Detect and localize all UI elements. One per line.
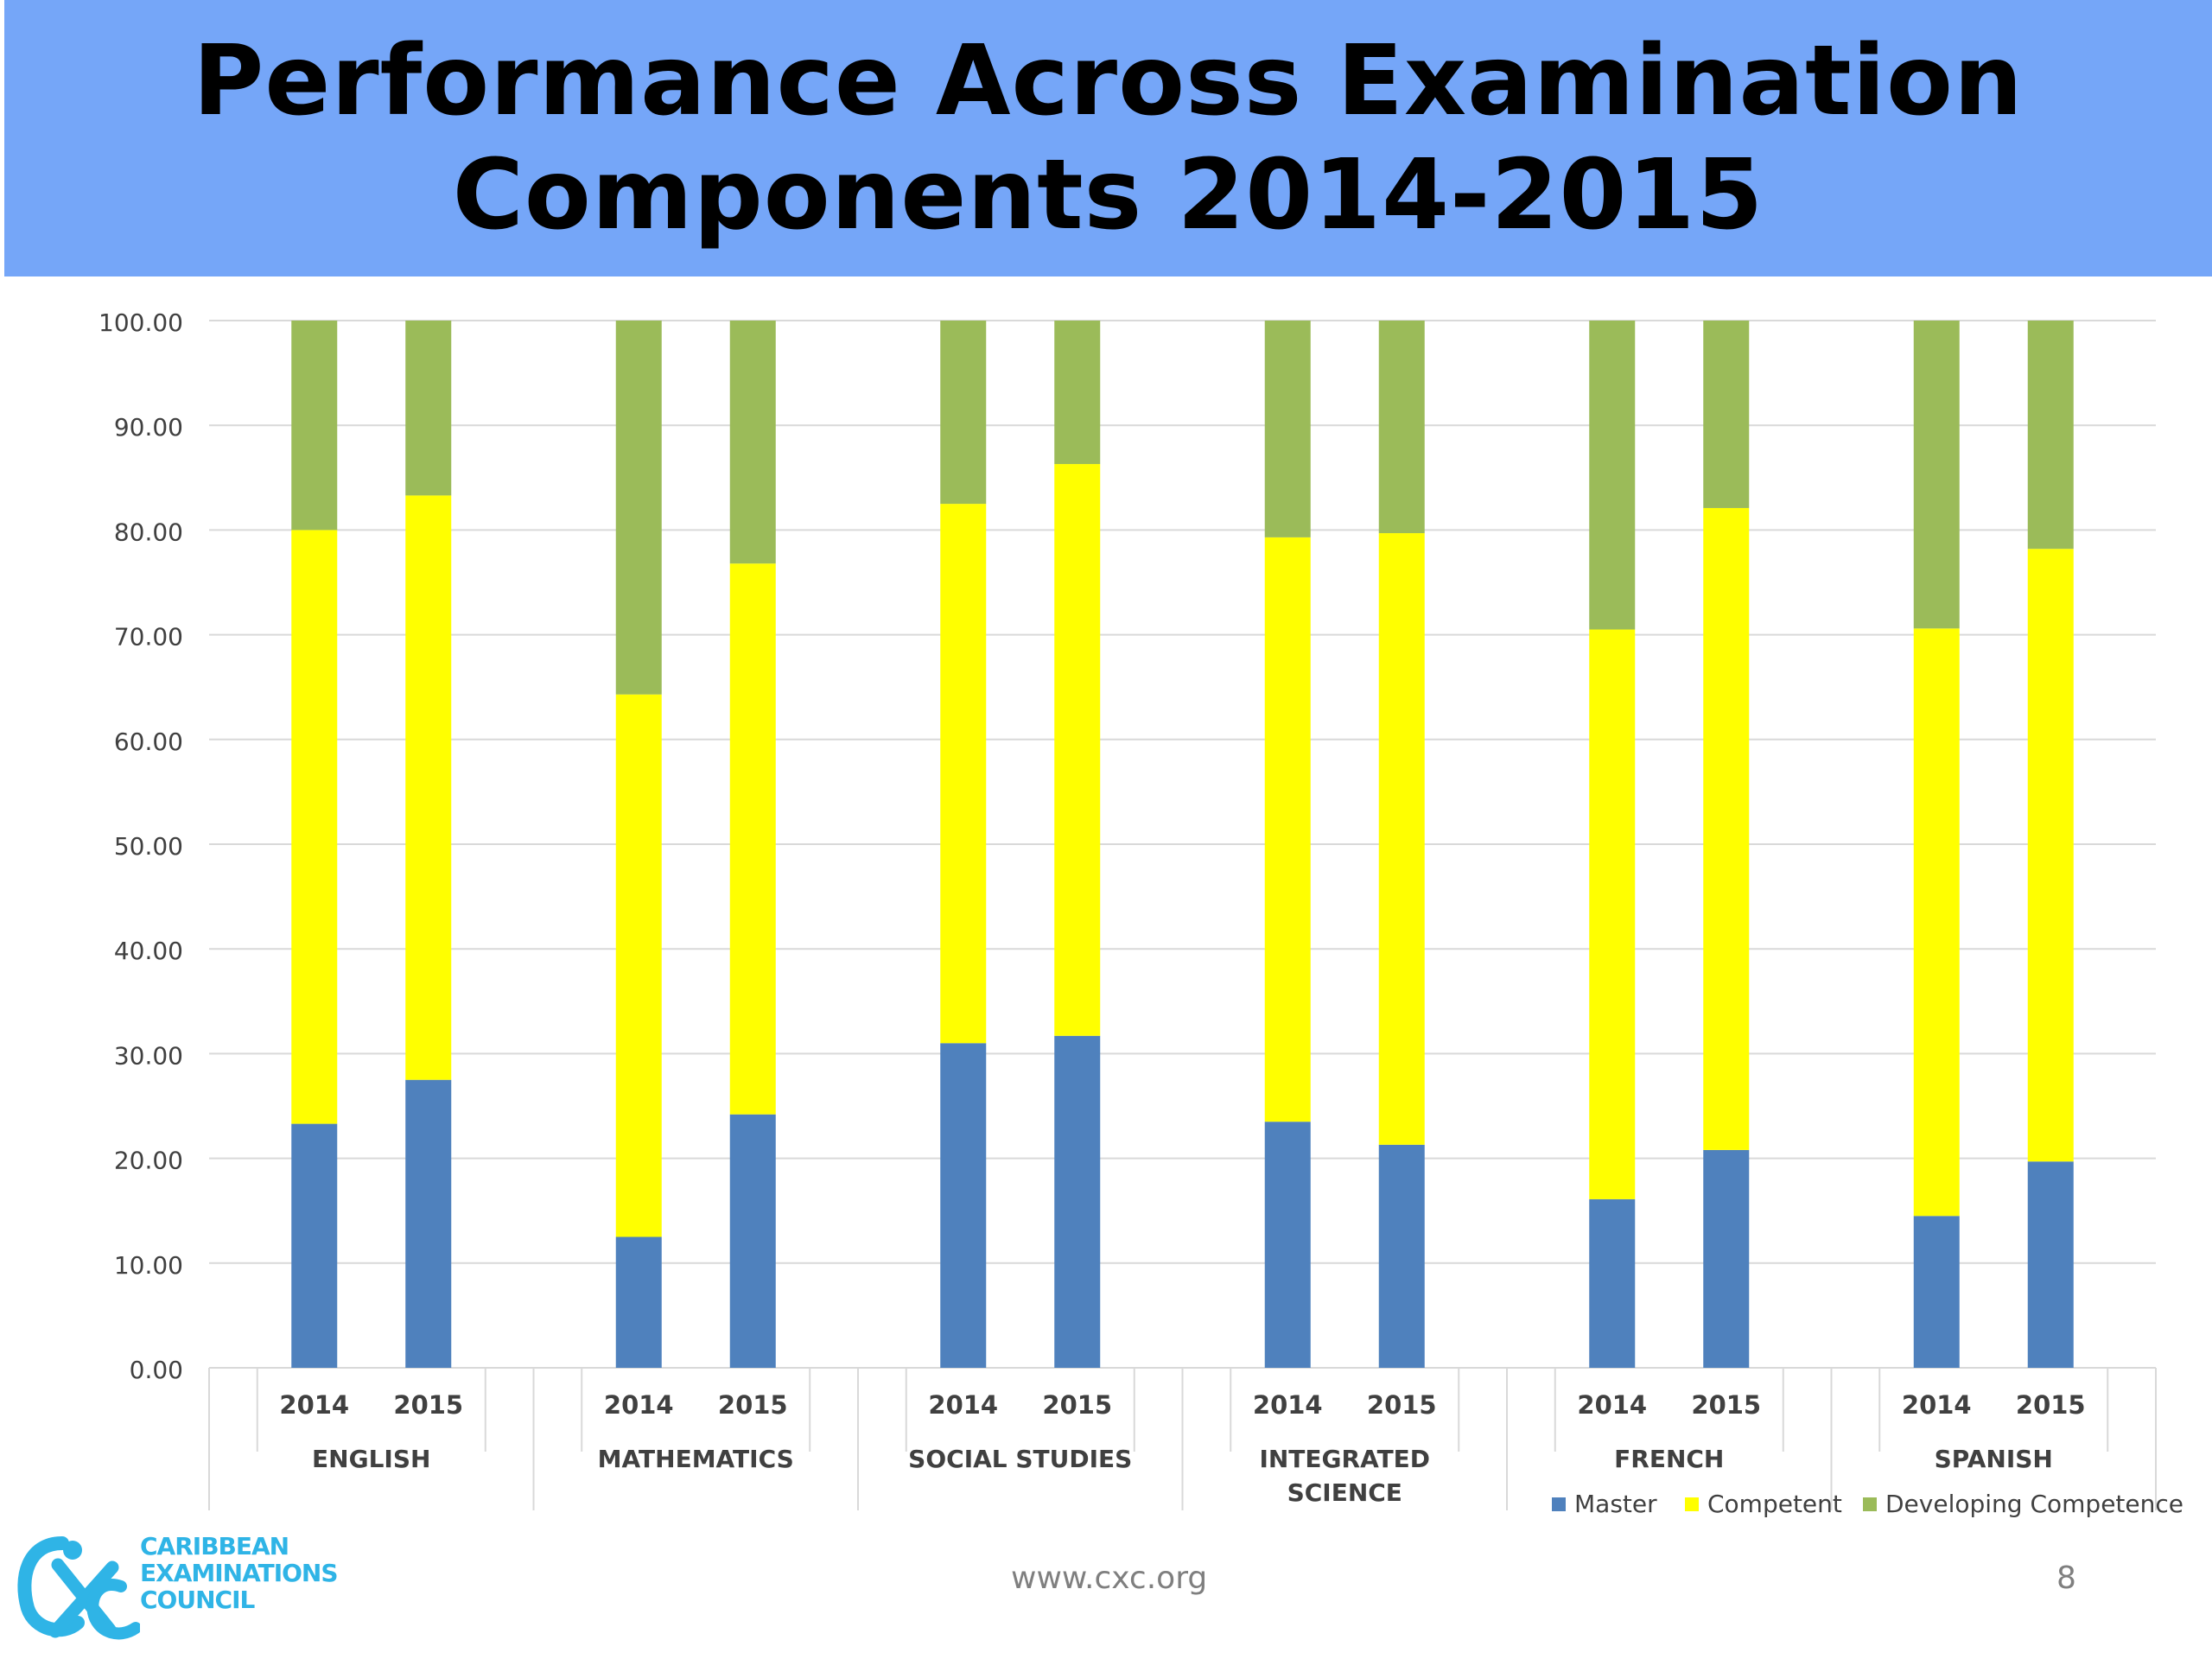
bar-segment: [291, 530, 338, 1124]
bar-segment: [1589, 321, 1636, 630]
y-tick-label: 90.00: [114, 413, 183, 442]
legend-label: Master: [1574, 1490, 1657, 1518]
category-label: INTEGRATED: [1259, 1445, 1430, 1473]
bar-segment: [1264, 321, 1311, 537]
year-tick-label: 2014: [604, 1390, 674, 1420]
bar-segment: [615, 694, 662, 1237]
slide-title-line-2: Components 2014-2015: [452, 139, 1764, 251]
logo-line-3: COUNCIL: [140, 1586, 255, 1614]
y-tick-label: 10.00: [114, 1251, 183, 1280]
y-tick-label: 100.00: [99, 308, 183, 337]
y-tick-label: 70.00: [114, 623, 183, 652]
year-tick-label: 2015: [393, 1390, 463, 1420]
bar-segment: [729, 1114, 776, 1368]
bar-segment: [729, 321, 776, 564]
year-tick-label: 2015: [1691, 1390, 1761, 1420]
legend-swatch: [1552, 1497, 1566, 1511]
bar-segment: [1703, 321, 1750, 508]
y-tick-label: 80.00: [114, 518, 183, 546]
bar-segment: [1264, 1122, 1311, 1368]
year-tick-label: 2014: [1253, 1390, 1323, 1420]
footer-url: www.cxc.org: [1011, 1560, 1208, 1596]
category-label: ENGLISH: [312, 1445, 430, 1473]
year-tick-label: 2014: [279, 1390, 349, 1420]
category-label: FRENCH: [1614, 1445, 1724, 1473]
cxc-emblem-icon: [17, 1536, 142, 1640]
bar-segment: [405, 321, 452, 496]
category-label: SOCIAL STUDIES: [908, 1445, 1132, 1473]
y-tick-label: 60.00: [114, 728, 183, 756]
bar-segment: [1913, 1216, 1960, 1368]
bar-segment: [1054, 464, 1101, 1036]
cxc-logo: CARIBBEAN EXAMINATIONS COUNCIL: [10, 1526, 339, 1647]
legend-swatch: [1685, 1497, 1699, 1511]
bar-segment: [615, 1236, 662, 1368]
bar-segment: [1054, 321, 1101, 465]
bar-segment: [1703, 1149, 1750, 1368]
y-tick-label: 20.00: [114, 1147, 183, 1175]
bar-segment: [1054, 1035, 1101, 1368]
bar-segment: [1264, 537, 1311, 1122]
year-tick-label: 2015: [2016, 1390, 2086, 1420]
y-tick-label: 0.00: [130, 1356, 183, 1384]
y-tick-label: 30.00: [114, 1041, 183, 1070]
legend-label: Competent: [1707, 1490, 1842, 1518]
bar-segment: [2027, 321, 2074, 550]
bar-segment: [2027, 1161, 2074, 1368]
bar-segment: [1589, 629, 1636, 1199]
bar-segment: [1378, 533, 1425, 1145]
bar-segment: [405, 1079, 452, 1368]
bar-segment: [615, 321, 662, 695]
y-tick-label: 50.00: [114, 832, 183, 861]
year-tick-label: 2014: [1902, 1390, 1972, 1420]
bar-segment: [1378, 321, 1425, 534]
bar-segment: [1913, 628, 1960, 1217]
category-label: SCIENCE: [1287, 1478, 1402, 1507]
bar-segment: [729, 563, 776, 1115]
bar-segment: [1913, 321, 1960, 629]
bar-segment: [291, 1123, 338, 1368]
legend-label: Developing Competence: [1885, 1490, 2183, 1518]
year-tick-label: 2015: [1042, 1390, 1112, 1420]
year-tick-label: 2015: [718, 1390, 788, 1420]
logo-wordmark: CARIBBEAN EXAMINATIONS COUNCIL: [140, 1532, 339, 1614]
bar-segment: [1703, 507, 1750, 1150]
category-label: SPANISH: [1935, 1445, 2053, 1473]
bar-segment: [291, 321, 338, 531]
bar-segment: [940, 1043, 987, 1368]
year-tick-label: 2014: [928, 1390, 998, 1420]
y-tick-label: 40.00: [114, 937, 183, 965]
bar-segment: [940, 504, 987, 1044]
legend-swatch: [1863, 1497, 1877, 1511]
title-band: Performance Across Examination Component…: [4, 0, 2212, 276]
logo-line-2: EXAMINATIONS: [140, 1559, 339, 1587]
year-tick-label: 2014: [1577, 1390, 1647, 1420]
category-label: MATHEMATICS: [598, 1445, 794, 1473]
bar-segment: [405, 495, 452, 1080]
logo-line-1: CARIBBEAN: [140, 1532, 289, 1560]
bar-segment: [1589, 1198, 1636, 1368]
bar-segment: [1378, 1144, 1425, 1368]
year-tick-label: 2015: [1367, 1390, 1437, 1420]
page-number: 8: [2056, 1560, 2076, 1596]
slide-title-line-1: Performance Across Examination: [193, 25, 2024, 137]
bar-segment: [2027, 549, 2074, 1162]
bar-segment: [940, 321, 987, 505]
